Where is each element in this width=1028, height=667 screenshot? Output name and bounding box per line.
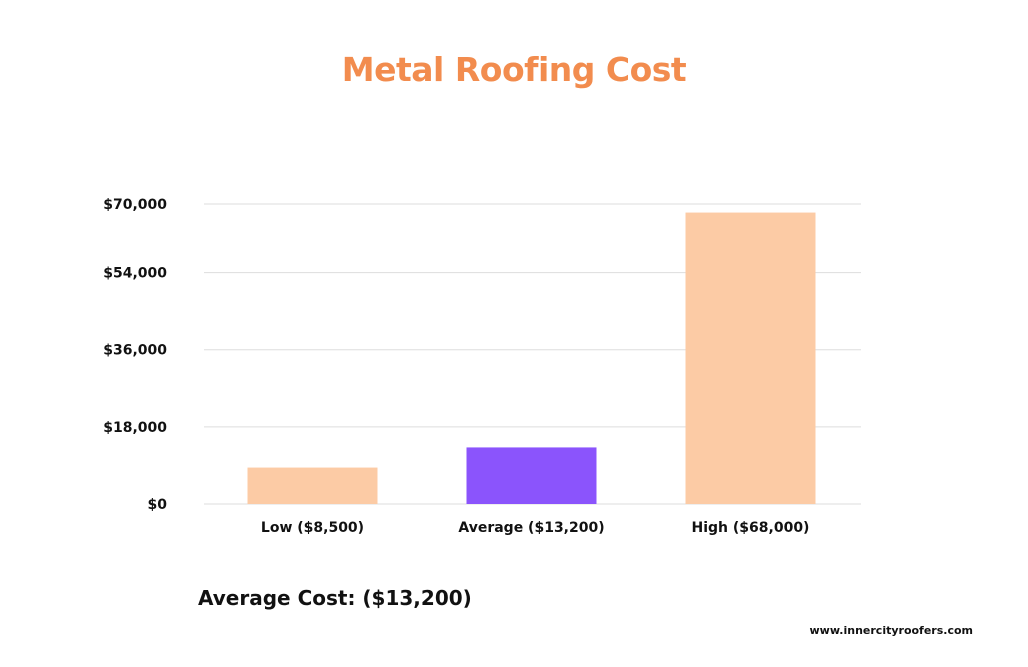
x-tick-label: Low ($8,500) bbox=[261, 520, 364, 536]
bar bbox=[466, 447, 597, 504]
bar bbox=[247, 467, 378, 504]
y-axis-ticks: $0 $18,000 $36,000 $54,000 $70,000 bbox=[103, 197, 167, 513]
x-axis-ticks: Low ($8,500) Average ($13,200) High ($68,0… bbox=[261, 520, 810, 536]
y-tick-label: $0 bbox=[148, 497, 168, 513]
average-cost-note: Average Cost: ($13,200) bbox=[198, 586, 472, 610]
y-tick-label: $70,000 bbox=[103, 197, 167, 213]
x-tick-label: High ($68,000) bbox=[692, 520, 810, 536]
chart-title: Metal Roofing Cost bbox=[341, 50, 687, 89]
y-tick-label: $36,000 bbox=[103, 343, 167, 359]
bars bbox=[247, 212, 816, 505]
x-tick-label: Average ($13,200) bbox=[458, 520, 604, 536]
y-tick-label: $18,000 bbox=[103, 420, 167, 436]
website-url: www.innercityroofers.com bbox=[809, 624, 973, 637]
y-tick-label: $54,000 bbox=[103, 266, 167, 282]
bar bbox=[685, 212, 816, 505]
